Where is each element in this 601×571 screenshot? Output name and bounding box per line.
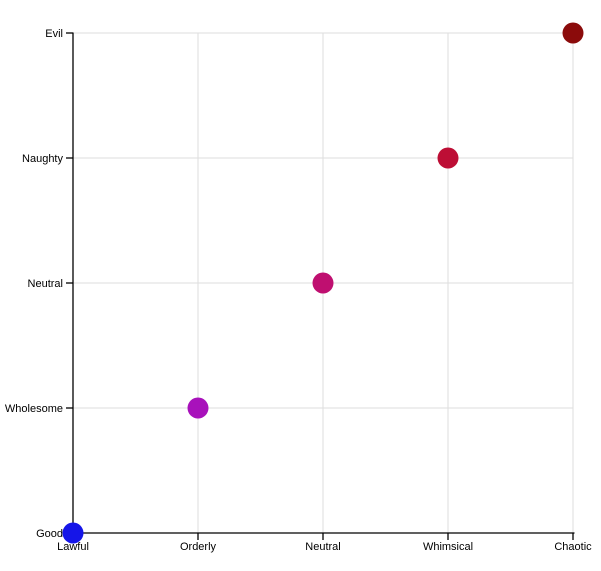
data-point: [187, 397, 209, 419]
x-tick-label: Lawful: [57, 541, 89, 553]
y-tick-label: Neutral: [28, 278, 63, 290]
x-tick-label: Whimsical: [423, 541, 473, 553]
y-tick-label: Wholesome: [5, 403, 63, 415]
data-point: [62, 522, 84, 544]
y-tick-label: Evil: [45, 28, 63, 40]
data-point: [437, 147, 459, 169]
y-tick-label: Naughty: [22, 153, 63, 165]
x-tick-label: Neutral: [305, 541, 340, 553]
data-point: [312, 272, 334, 294]
y-tick-label: Good: [36, 528, 63, 540]
data-point: [562, 22, 584, 44]
x-tick-label: Chaotic: [554, 541, 592, 553]
x-tick-label: Orderly: [180, 541, 217, 553]
